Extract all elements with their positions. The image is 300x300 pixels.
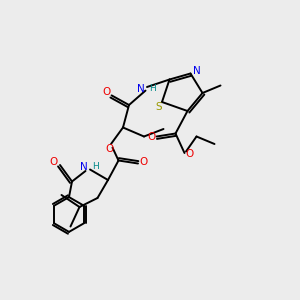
Text: O: O (186, 149, 194, 160)
Text: N: N (137, 83, 145, 94)
Text: N: N (193, 66, 200, 76)
Text: H: H (92, 162, 99, 171)
Text: O: O (147, 131, 155, 142)
Text: H: H (149, 84, 156, 93)
Text: O: O (105, 144, 114, 154)
Text: N: N (80, 161, 87, 172)
Text: O: O (140, 157, 148, 167)
Text: O: O (50, 157, 58, 167)
Text: O: O (102, 87, 110, 98)
Text: S: S (155, 102, 162, 112)
